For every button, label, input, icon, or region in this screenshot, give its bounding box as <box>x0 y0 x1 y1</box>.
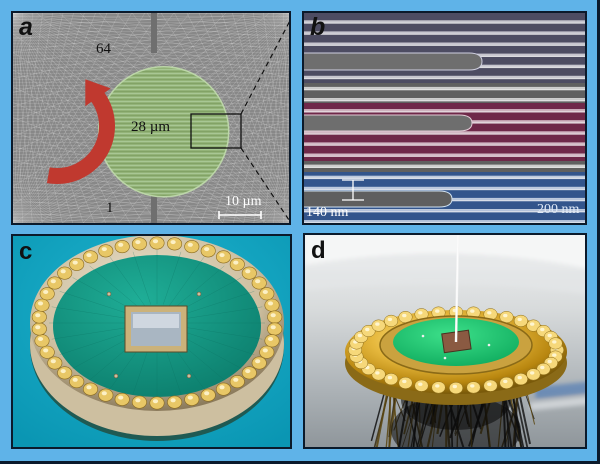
svg-text:28 µm: 28 µm <box>131 119 170 135</box>
svg-text:10 µm: 10 µm <box>225 194 262 209</box>
svg-text:140 nm: 140 nm <box>306 205 349 220</box>
svg-text:1: 1 <box>106 200 114 216</box>
svg-text:64: 64 <box>96 41 112 57</box>
svg-text:200 nm: 200 nm <box>537 202 580 217</box>
